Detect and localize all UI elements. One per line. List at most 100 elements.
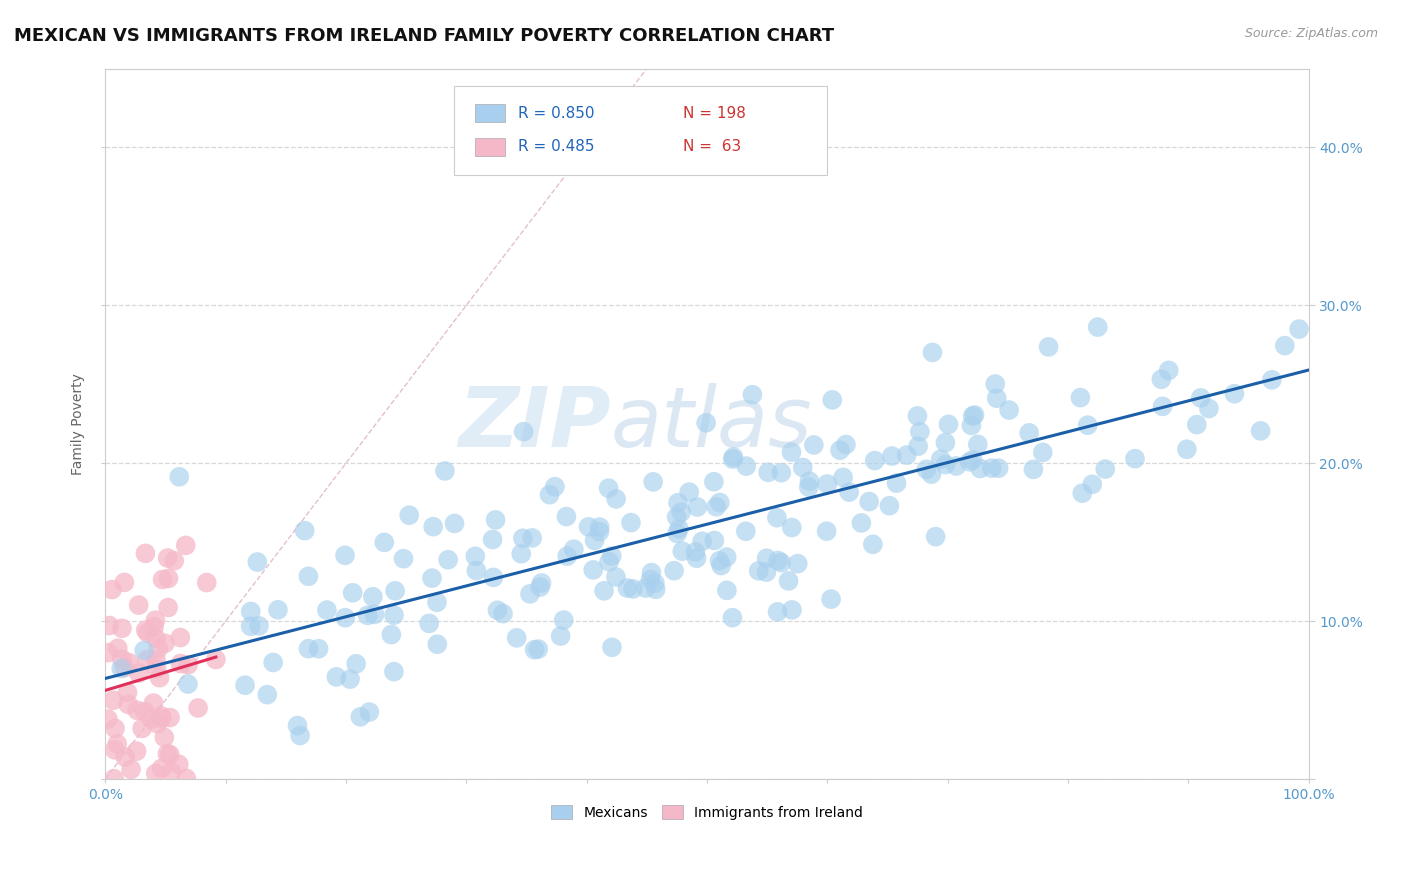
- Point: [104, 743, 127, 757]
- Point: [103, 772, 125, 786]
- Point: [117, 698, 139, 712]
- Point: [530, 576, 553, 591]
- Point: [153, 731, 176, 745]
- Point: [1261, 373, 1284, 387]
- Point: [815, 524, 838, 538]
- Point: [709, 554, 731, 568]
- Point: [112, 575, 135, 590]
- Point: [665, 510, 688, 524]
- Point: [297, 569, 319, 583]
- Point: [1175, 442, 1198, 457]
- Point: [803, 438, 825, 452]
- Point: [420, 571, 443, 585]
- Point: [398, 508, 420, 523]
- Point: [704, 500, 727, 514]
- Point: [766, 605, 789, 619]
- Point: [886, 476, 908, 491]
- Point: [671, 544, 693, 558]
- Point: [686, 500, 709, 514]
- Point: [176, 772, 198, 786]
- Point: [998, 403, 1021, 417]
- Point: [538, 488, 561, 502]
- Point: [167, 470, 190, 484]
- Point: [858, 494, 880, 508]
- Point: [150, 709, 173, 723]
- Text: Source: ZipAtlas.com: Source: ZipAtlas.com: [1244, 27, 1378, 40]
- Point: [755, 565, 778, 579]
- Point: [465, 564, 488, 578]
- Point: [1150, 372, 1173, 386]
- Point: [382, 665, 405, 679]
- Point: [924, 530, 946, 544]
- Point: [380, 627, 402, 641]
- Point: [1198, 401, 1220, 416]
- Point: [174, 538, 197, 552]
- Point: [111, 621, 134, 635]
- Point: [555, 509, 578, 524]
- Point: [105, 737, 128, 751]
- Point: [799, 474, 821, 488]
- Y-axis label: Family Poverty: Family Poverty: [72, 373, 86, 475]
- Point: [1123, 451, 1146, 466]
- Point: [544, 480, 567, 494]
- Point: [505, 631, 527, 645]
- Point: [957, 455, 980, 469]
- Point: [482, 570, 505, 584]
- Point: [118, 656, 141, 670]
- Point: [141, 712, 163, 726]
- Point: [361, 590, 384, 604]
- Point: [373, 535, 395, 549]
- Point: [741, 387, 763, 401]
- Point: [134, 705, 156, 719]
- Point: [256, 688, 278, 702]
- Point: [1250, 424, 1272, 438]
- Point: [426, 595, 449, 609]
- Point: [169, 657, 191, 671]
- Point: [187, 701, 209, 715]
- Point: [128, 598, 150, 612]
- Point: [104, 722, 127, 736]
- Point: [668, 522, 690, 536]
- Point: [685, 545, 707, 559]
- Point: [97, 712, 120, 726]
- Point: [146, 716, 169, 731]
- Point: [437, 552, 460, 566]
- Point: [797, 480, 820, 494]
- Point: [112, 661, 135, 675]
- Point: [616, 581, 638, 595]
- Point: [98, 618, 121, 632]
- Point: [315, 603, 337, 617]
- Point: [325, 670, 347, 684]
- Point: [880, 449, 903, 463]
- Point: [770, 556, 793, 570]
- Bar: [475, 137, 505, 155]
- Point: [598, 555, 620, 569]
- Point: [97, 646, 120, 660]
- Point: [512, 531, 534, 545]
- Point: [145, 766, 167, 780]
- Point: [710, 558, 733, 573]
- Point: [529, 580, 551, 594]
- Point: [484, 513, 506, 527]
- Point: [634, 581, 657, 595]
- Point: [125, 744, 148, 758]
- Point: [709, 495, 731, 509]
- Point: [644, 576, 666, 591]
- Point: [851, 516, 873, 530]
- Point: [620, 516, 643, 530]
- Point: [644, 582, 666, 597]
- Point: [780, 520, 803, 534]
- Point: [169, 631, 191, 645]
- Point: [339, 672, 361, 686]
- Point: [111, 652, 134, 666]
- Point: [589, 520, 612, 534]
- Point: [333, 549, 356, 563]
- Point: [167, 757, 190, 772]
- Point: [159, 747, 181, 762]
- Point: [780, 445, 803, 459]
- Point: [287, 718, 309, 732]
- Point: [986, 391, 1008, 405]
- Point: [666, 526, 689, 541]
- Point: [815, 477, 838, 491]
- Point: [666, 496, 689, 510]
